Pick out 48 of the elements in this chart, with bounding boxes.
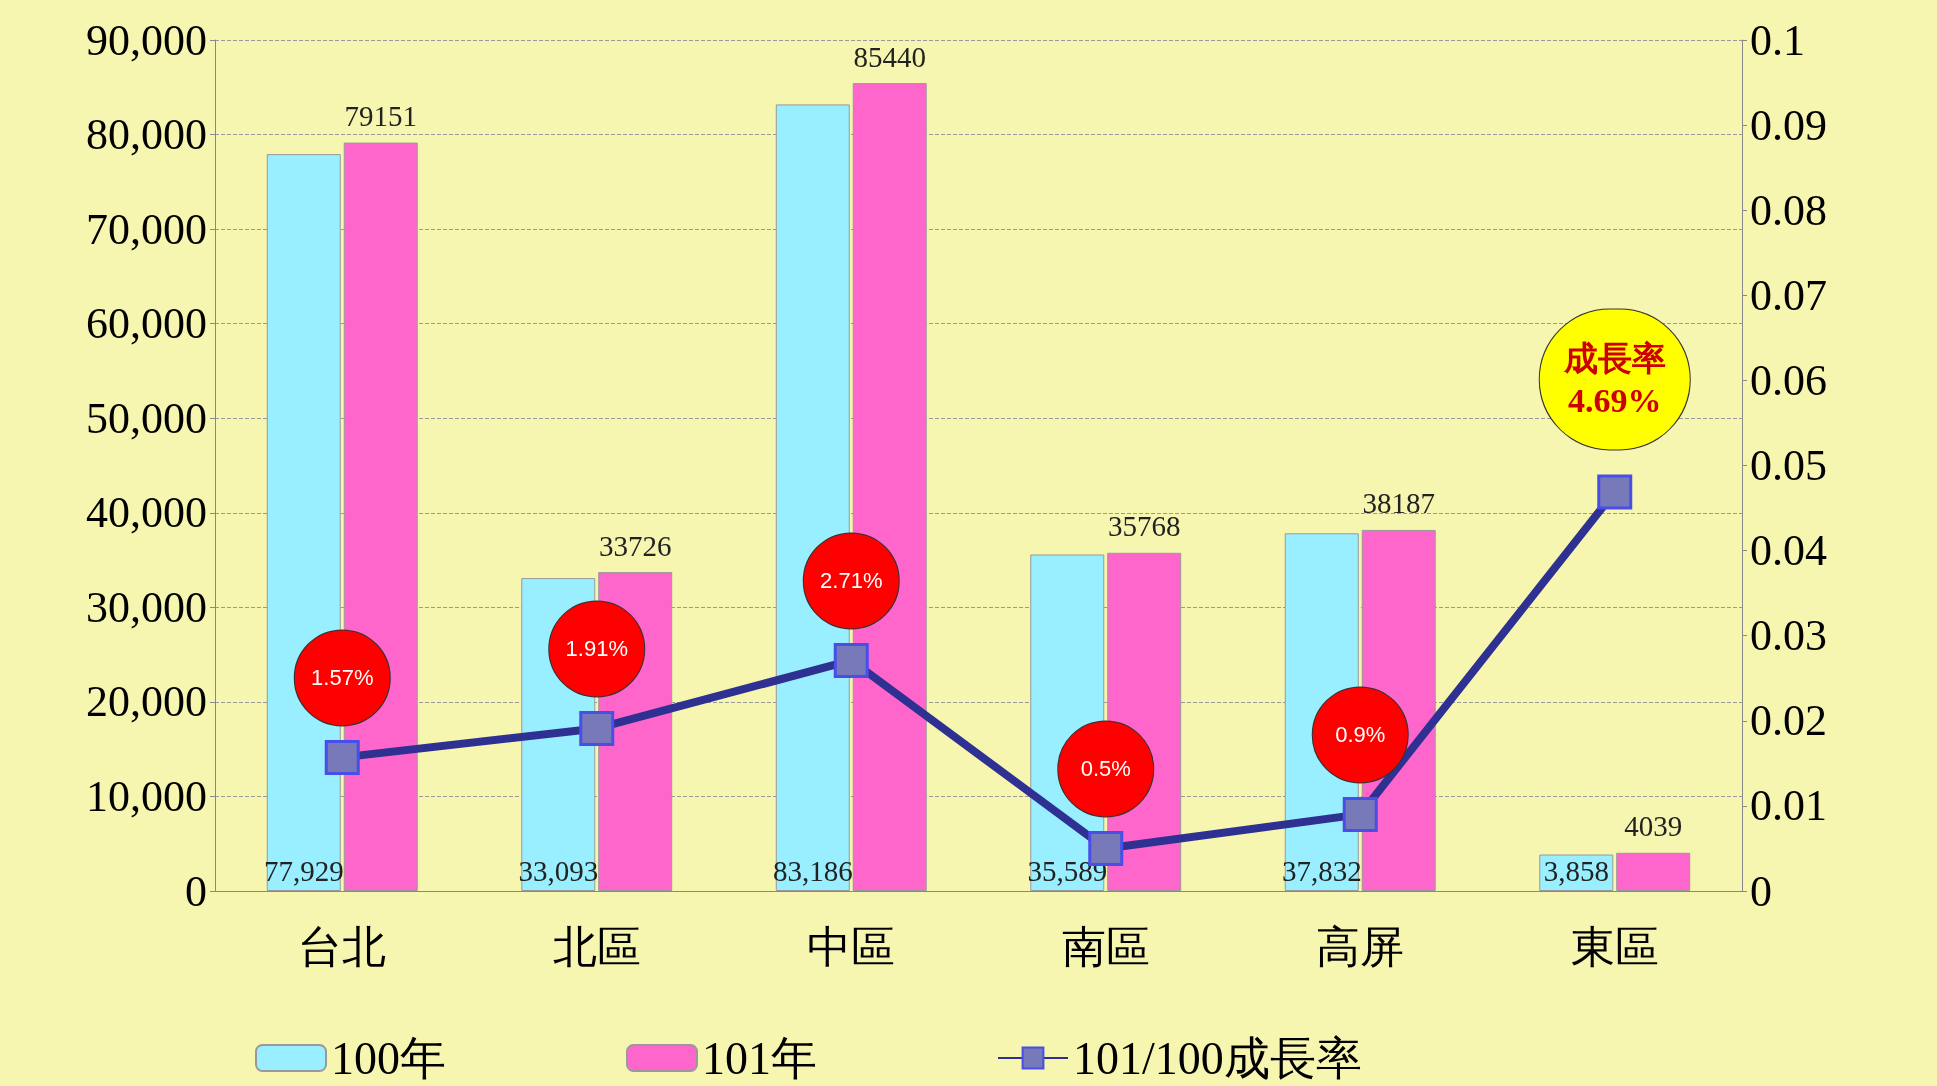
y-tick-label: 10,000 [86, 771, 207, 821]
y2-tick-label: 0.02 [1750, 696, 1827, 746]
data-label: 成長率 4.69% [1562, 339, 1666, 419]
legend-label: 101年 [702, 1032, 817, 1084]
x-tick-label: 南區 [1061, 922, 1150, 972]
y2-tick-label: 0.1 [1750, 15, 1805, 65]
x-tick-label: 北區 [552, 922, 641, 972]
y2-tick-label: 0.08 [1750, 185, 1827, 235]
y2-tick-label: 0.04 [1750, 526, 1827, 576]
data-label: 85440 [853, 40, 926, 73]
data-label: 1.91% [565, 636, 628, 662]
y-tick-label: 0 [185, 866, 207, 916]
data-label: 3,858 [1543, 854, 1609, 887]
y2-tick-label: 0.03 [1750, 611, 1827, 661]
y2-tick-label: 0 [1750, 866, 1772, 916]
data-label: 35768 [1107, 510, 1181, 543]
legend-label: 101/100成長率 [1073, 1032, 1362, 1084]
data-label: 37,832 [1281, 854, 1362, 887]
data-label: 1.57% [311, 665, 374, 691]
x-tick-label: 中區 [807, 922, 896, 972]
y-tick-label: 20,000 [86, 677, 207, 727]
data-label: 0.5% [1080, 756, 1131, 782]
x-tick-label: 台北 [298, 922, 387, 972]
data-label: 38187 [1362, 487, 1435, 520]
y-tick-label: 80,000 [86, 110, 207, 160]
y2-tick-label: 0.01 [1750, 781, 1827, 831]
data-label: 2.71% [820, 568, 883, 594]
data-label: 83,186 [772, 854, 853, 887]
y2-tick-label: 0.05 [1750, 441, 1827, 490]
data-label: 79151 [344, 100, 417, 133]
data-label: 33,093 [518, 854, 599, 887]
y-tick-label: 30,000 [86, 582, 207, 632]
y2-tick-label: 0.07 [1750, 270, 1827, 320]
data-label: 77,929 [263, 854, 344, 887]
bar [1616, 852, 1691, 891]
data-label: 4039 [1624, 810, 1683, 843]
y-tick-label: 60,000 [86, 299, 207, 349]
data-label: 33726 [598, 529, 672, 562]
x-tick-label: 東區 [1570, 922, 1659, 972]
y2-tick-label: 0.06 [1750, 355, 1827, 405]
y-tick-label: 70,000 [86, 204, 207, 254]
x-tick-label: 高屏 [1316, 922, 1405, 972]
y2-tick-label: 0.09 [1750, 100, 1827, 150]
legend-label: 100年 [331, 1032, 446, 1084]
y-tick-label: 50,000 [86, 393, 207, 443]
y-tick-label: 90,000 [86, 15, 207, 65]
data-label: 0.9% [1335, 722, 1386, 748]
y-tick-label: 40,000 [86, 488, 207, 538]
